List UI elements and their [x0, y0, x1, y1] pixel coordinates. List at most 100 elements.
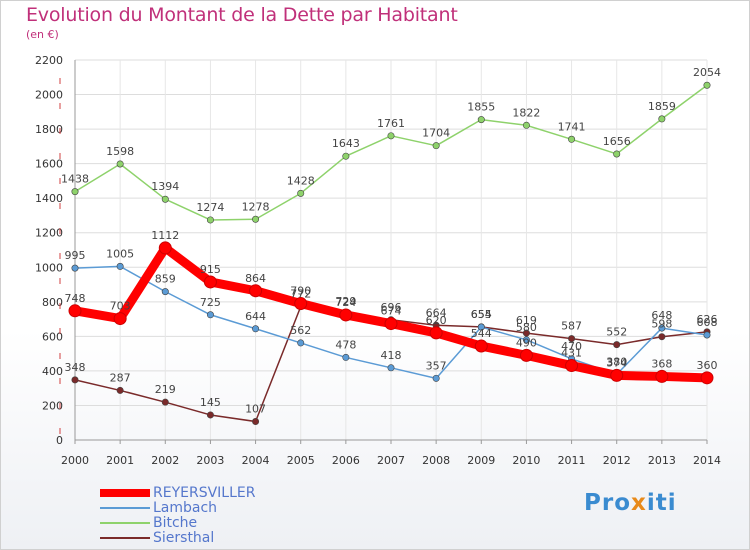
data-point-bitche-2012	[613, 150, 621, 158]
xtick-label-2008: 2008	[422, 454, 450, 467]
data-point-lambach-2006	[342, 353, 350, 361]
data-point-siersthal-2010	[522, 329, 530, 337]
data-label-reyersviller-2006: 724	[335, 296, 356, 309]
data-label-reyersviller-2013: 368	[651, 357, 672, 370]
xtick-label-2004: 2004	[242, 454, 270, 467]
data-label-lambach-2006: 478	[335, 338, 356, 351]
data-point-reyersviller-2004	[249, 284, 263, 298]
ytick-label-600: 600	[42, 330, 63, 343]
data-label-reyersviller-2005: 790	[290, 285, 311, 298]
data-point-bitche-2000	[71, 188, 79, 196]
data-label-siersthal-2013: 598	[651, 318, 672, 331]
data-label-siersthal-2014: 626	[697, 313, 718, 326]
data-label-reyersviller-2008: 620	[426, 314, 447, 327]
chart-title: Evolution du Montant de la Dette par Hab…	[26, 4, 458, 26]
data-label-bitche-2002: 1394	[151, 180, 179, 193]
series-points	[68, 81, 714, 426]
legend-label-siersthal: Siersthal	[153, 529, 215, 546]
data-label-reyersviller-2004: 864	[245, 272, 266, 285]
data-label-lambach-2011: 470	[561, 340, 582, 353]
xtick-label-2010: 2010	[512, 454, 540, 467]
data-label-bitche-2005: 1428	[287, 174, 315, 187]
xtick-label-2011: 2011	[558, 454, 586, 467]
data-label-lambach-2002: 859	[155, 273, 176, 286]
xtick-label-2014: 2014	[693, 454, 721, 467]
data-point-siersthal-2011	[568, 335, 576, 343]
legend-swatch-lambach	[100, 506, 150, 509]
data-label-bitche-2013: 1859	[648, 100, 676, 113]
data-point-bitche-2013	[658, 115, 666, 123]
data-point-bitche-2006	[342, 152, 350, 160]
ytick-label-1800: 1800	[35, 123, 63, 136]
data-label-siersthal-2006: 729	[335, 295, 356, 308]
data-point-bitche-2003	[206, 216, 214, 224]
data-label-siersthal-2002: 219	[155, 383, 176, 396]
data-point-reyersviller-2003	[203, 275, 217, 289]
ytick-label-800: 800	[42, 296, 63, 309]
data-point-siersthal-2013	[658, 333, 666, 341]
data-point-lambach-2013	[658, 324, 666, 332]
data-point-reyersviller-2005	[294, 297, 308, 311]
ytick-label-200: 200	[42, 399, 63, 412]
data-label-bitche-2004: 1278	[242, 200, 270, 213]
data-label-lambach-2014: 608	[697, 316, 718, 329]
legend-item-lambach: Lambach	[100, 500, 255, 516]
data-label-siersthal-2008: 664	[426, 306, 447, 319]
chart-subtitle: (en €)	[26, 28, 59, 41]
data-point-reyersviller-2007	[384, 317, 398, 331]
data-label-bitche-2006: 1643	[332, 137, 360, 150]
data-point-bitche-2009	[477, 116, 485, 124]
data-label-siersthal-2009: 655	[471, 308, 492, 321]
data-point-bitche-2004	[252, 215, 260, 223]
ytick-label-1600: 1600	[35, 158, 63, 171]
data-point-bitche-2014	[703, 81, 711, 89]
data-point-reyersviller-2008	[429, 326, 443, 340]
data-label-reyersviller-2000: 748	[65, 292, 86, 305]
data-point-siersthal-2012	[613, 341, 621, 349]
data-label-bitche-2009: 1855	[467, 101, 495, 114]
data-label-reyersviller-2011: 431	[561, 347, 582, 360]
data-label-reyersviller-2014: 360	[697, 359, 718, 372]
data-label-reyersviller-2009: 544	[471, 327, 492, 340]
data-point-reyersviller-2012	[610, 368, 624, 382]
data-point-bitche-2008	[432, 142, 440, 150]
data-label-bitche-2001: 1598	[106, 145, 134, 158]
data-point-bitche-2011	[568, 135, 576, 143]
data-label-reyersviller-2003: 915	[200, 263, 221, 276]
xtick-label-2000: 2000	[61, 454, 89, 467]
data-label-reyersviller-2012: 374	[606, 356, 627, 369]
ytick-label-1200: 1200	[35, 227, 63, 240]
data-label-siersthal-2003: 145	[200, 396, 221, 409]
data-label-lambach-2000: 995	[65, 249, 86, 262]
data-label-reyersviller-2007: 674	[381, 305, 402, 318]
data-point-bitche-2002	[161, 195, 169, 203]
data-point-bitche-2007	[387, 132, 395, 140]
data-label-siersthal-2010: 619	[516, 314, 537, 327]
data-label-lambach-2012: 380	[606, 355, 627, 368]
data-label-bitche-2010: 1822	[512, 106, 540, 119]
proxiti-logo: Proxiti	[584, 490, 677, 516]
data-label-bitche-2008: 1704	[422, 127, 450, 140]
data-point-reyersviller-2014	[700, 371, 714, 385]
data-label-lambach-2009: 654	[471, 308, 492, 321]
data-point-reyersviller-2011	[565, 359, 579, 373]
data-point-siersthal-2000	[71, 376, 79, 384]
data-point-lambach-2001	[116, 262, 124, 270]
ytick-label-1400: 1400	[35, 192, 63, 205]
logo-text-suffix: iti	[646, 490, 677, 516]
data-point-siersthal-2001	[116, 386, 124, 394]
legend-item-reyersviller: REYERSVILLER	[100, 485, 255, 501]
ytick-label-2200: 2200	[35, 54, 63, 67]
legend-item-bitche: Bitche	[100, 514, 255, 531]
data-point-lambach-2004	[252, 325, 260, 333]
data-label-lambach-2001: 1005	[106, 247, 134, 260]
data-point-bitche-2001	[116, 160, 124, 168]
data-label-siersthal-2004: 107	[245, 403, 266, 416]
data-label-bitche-2003: 1274	[196, 201, 224, 214]
xtick-label-2006: 2006	[332, 454, 360, 467]
data-point-lambach-2002	[161, 288, 169, 296]
legend: REYERSVILLER Lambach Bitche Siersthal	[100, 485, 255, 546]
data-label-siersthal-2012: 552	[606, 326, 627, 339]
legend-label-bitche: Bitche	[153, 514, 198, 531]
xtick-label-2012: 2012	[603, 454, 631, 467]
